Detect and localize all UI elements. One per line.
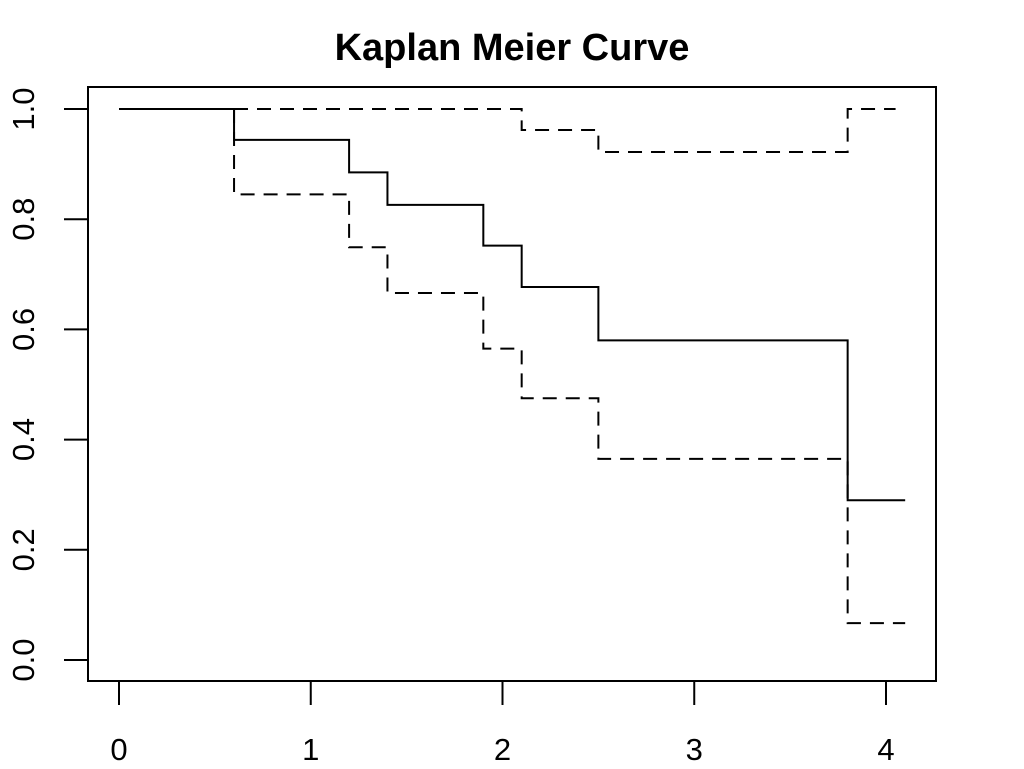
confidence-band-line: [119, 108, 896, 153]
y-tick-label: 1.0: [6, 87, 41, 130]
survival-curve: [119, 108, 906, 502]
x-tick-label: 3: [686, 732, 703, 767]
y-axis: 0.0 0.2 0.4 0.6 0.8 1.0: [6, 87, 89, 682]
series-layer: [119, 108, 906, 625]
x-tick-label: 0: [110, 732, 127, 767]
y-tick-label: 0.0: [6, 638, 41, 681]
x-axis: 0 1 2 3 4: [110, 680, 895, 767]
confidence-band-line: [119, 108, 906, 625]
y-tick-label: 0.4: [6, 418, 41, 461]
x-tick-label: 2: [494, 732, 511, 767]
y-tick-label: 0.6: [6, 308, 41, 351]
x-tick-label: 4: [877, 732, 894, 767]
y-tick-label: 0.2: [6, 528, 41, 571]
y-tick-label: 0.8: [6, 198, 41, 241]
chart-title: Kaplan Meier Curve: [335, 27, 690, 69]
x-tick-label: 1: [302, 732, 319, 767]
plot-frame: [87, 86, 937, 682]
